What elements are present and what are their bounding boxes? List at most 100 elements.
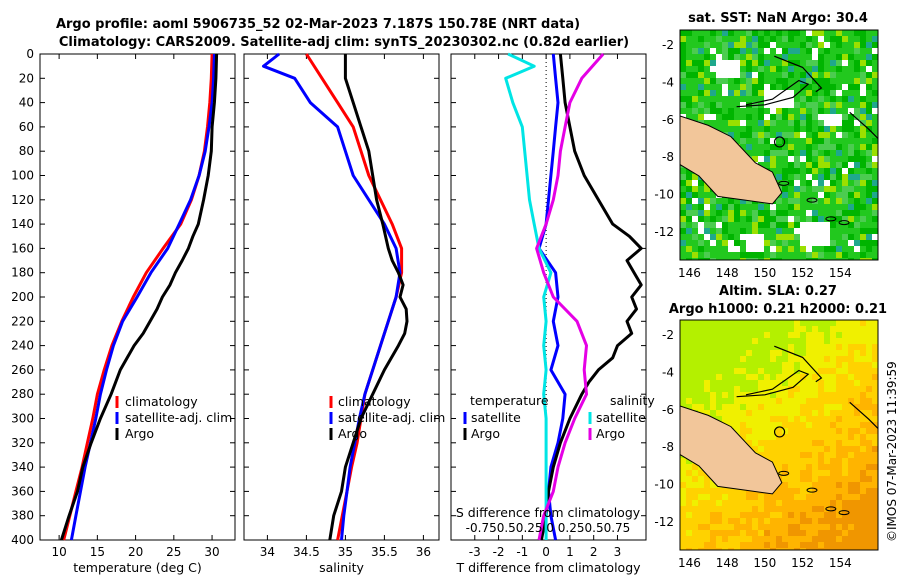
map-cell [812,258,818,260]
map-cell [848,126,854,132]
map-cell [794,216,800,222]
map-cell [722,240,728,246]
map-cell [812,542,818,548]
map-cell [752,144,758,150]
map-cell [734,216,740,222]
map-cell [704,96,710,102]
map-cell [800,168,806,174]
map-cell [854,488,860,494]
map-cell [836,126,842,132]
map-cell [764,446,770,452]
map-cell [728,114,734,120]
map-cell [752,386,758,392]
map-cell [800,500,806,506]
map-cell [830,84,836,90]
map-cell [752,222,758,228]
map-cell [836,42,842,48]
map-cell [746,434,752,440]
map-cell [698,374,704,380]
map-cell [680,48,686,54]
map-cell [770,156,776,162]
map-cell [836,482,842,488]
map-cell [680,222,686,228]
map-cell [854,72,860,78]
map-cell [830,96,836,102]
map-cell [770,494,776,500]
map-cell [734,72,740,78]
map-cell [764,108,770,114]
map-cell [800,428,806,434]
map-cell [734,356,740,362]
map-cell [824,482,830,488]
map-cell [854,398,860,404]
map-cell [830,36,836,42]
map-cell [848,246,854,252]
map-cell [776,542,782,548]
map-cell [764,536,770,542]
map-cell [692,368,698,374]
map-cell [686,186,692,192]
map-cell [692,210,698,216]
map-cell [854,536,860,542]
map-cell [812,228,818,234]
map-cell [716,126,722,132]
map-cell [812,36,818,42]
map-cell [788,428,794,434]
map-cell [782,320,788,326]
map-cell [764,542,770,548]
map-cell [722,416,728,422]
map-cell [758,536,764,542]
map-cell [728,120,734,126]
map-cell [848,138,854,144]
map-cell [836,192,842,198]
map-cell [866,404,872,410]
map-cell [740,138,746,144]
map-cell [782,72,788,78]
map-cell [752,138,758,144]
map-cell [722,392,728,398]
map-cell [704,234,710,240]
map-cell [764,512,770,518]
map-cell [866,156,872,162]
map-cell [740,102,746,108]
map-lat-label: -8 [662,440,674,454]
map-cell [680,96,686,102]
map-cell [782,258,788,260]
map-cell [830,320,836,326]
map-cell [752,380,758,386]
map-cell [860,434,866,440]
map-cell [818,506,824,512]
map-cell [812,252,818,258]
map-cell [800,470,806,476]
map-cell [734,392,740,398]
map-cell [788,186,794,192]
map-cell [722,258,728,260]
map-cell [728,48,734,54]
map-cell [836,494,842,500]
map-cell [842,162,848,168]
map-cell [818,488,824,494]
map-cell [782,204,788,210]
map-cell [782,216,788,222]
map-cell [830,386,836,392]
map-cell [782,548,788,550]
map-cell [806,66,812,72]
map-cell [776,42,782,48]
map-cell [686,78,692,84]
map-cell [728,344,734,350]
map-cell [806,332,812,338]
map-cell [728,362,734,368]
map-cell [788,114,794,120]
map-cell [800,518,806,524]
map-cell [716,246,722,252]
map-cell [866,72,872,78]
map-cell [758,434,764,440]
map-cell [764,320,770,326]
map-cell [866,102,872,108]
map-cell [818,392,824,398]
map-cell [704,530,710,536]
map-cell [764,350,770,356]
map-cell [812,216,818,222]
map-cell [716,216,722,222]
map-lon-label: 154 [829,266,852,280]
